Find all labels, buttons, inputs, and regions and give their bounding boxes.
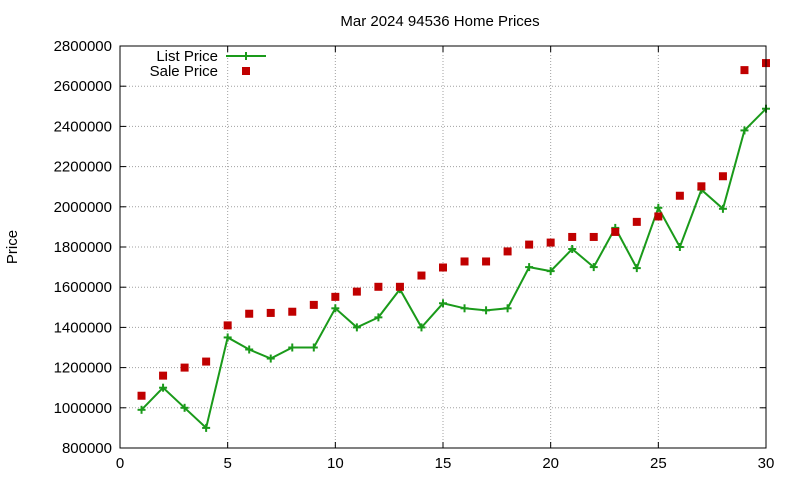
- list-price-point: [202, 423, 211, 432]
- grid-lines: [120, 46, 766, 448]
- sale-price-point: [374, 282, 383, 291]
- list-price-point: [245, 345, 254, 354]
- list-price-point: [546, 267, 555, 276]
- list-price-point: [352, 323, 361, 332]
- list-price-point: [417, 323, 426, 332]
- sale-price-point: [159, 371, 168, 380]
- list-price-point: [288, 343, 297, 352]
- x-tick-label: 20: [542, 455, 559, 472]
- x-tick-label: 15: [435, 455, 452, 472]
- series-group: [137, 59, 770, 432]
- x-tick-label: 25: [650, 455, 667, 472]
- series-list-price: [137, 104, 770, 432]
- legend: List Price Sale Price: [150, 48, 266, 80]
- sale-price-point: [352, 287, 361, 296]
- sale-price-point: [482, 257, 491, 266]
- x-tick-label: 5: [223, 455, 231, 472]
- list-price-point: [589, 263, 598, 272]
- sale-price-point: [202, 357, 211, 366]
- sale-price-point: [654, 212, 663, 221]
- legend-symbol-sale-price: [242, 67, 250, 75]
- sale-price-point: [288, 307, 297, 316]
- list-price-point: [159, 383, 168, 392]
- y-axis-label: Price: [4, 230, 21, 264]
- sale-price-point: [439, 263, 447, 272]
- sale-price-point: [503, 247, 512, 256]
- list-price-point: [374, 313, 383, 322]
- list-price-point: [718, 204, 727, 213]
- list-price-point: [482, 306, 491, 315]
- list-price-point: [568, 245, 577, 254]
- y-tick-label: 1800000: [54, 239, 112, 256]
- list-price-point: [503, 304, 512, 313]
- y-tick-label: 2600000: [54, 78, 112, 95]
- legend-symbol-list-price: [226, 52, 266, 60]
- y-tick-label: 2800000: [54, 38, 112, 55]
- sale-price-point: [266, 308, 275, 317]
- sale-price-point: [309, 300, 318, 309]
- plot-frame: [119, 45, 767, 449]
- list-price-point: [525, 263, 534, 272]
- chart-title: Mar 2024 94536 Home Prices: [340, 13, 539, 30]
- y-tick-label: 800000: [62, 440, 112, 457]
- list-price-point: [331, 304, 340, 313]
- sale-price-point: [697, 182, 706, 191]
- sale-price-point: [245, 309, 254, 318]
- y-tick-label: 1000000: [54, 400, 112, 417]
- legend-label-sale-price: Sale Price: [150, 63, 218, 80]
- list-price-point: [632, 264, 641, 273]
- y-tick-label: 1200000: [54, 360, 112, 377]
- x-tick-label: 0: [116, 455, 124, 472]
- sale-price-point: [525, 240, 534, 249]
- sale-price-point: [611, 227, 620, 236]
- sale-price-point: [223, 321, 232, 330]
- x-tick-label: 30: [758, 455, 775, 472]
- list-price-point: [675, 243, 684, 251]
- sale-price-point: [546, 238, 555, 247]
- sale-price-point: [718, 172, 727, 181]
- sale-price-point: [675, 191, 684, 200]
- sale-price-point: [568, 232, 577, 241]
- y-tick-label: 1400000: [54, 319, 112, 336]
- list-price-point: [137, 405, 146, 414]
- sale-price-point: [417, 271, 426, 280]
- list-price-line: [140, 108, 767, 430]
- y-tick-label: 2000000: [54, 199, 112, 216]
- x-tick-label: 10: [327, 455, 344, 472]
- list-price-point: [309, 343, 318, 352]
- list-price-point: [654, 203, 663, 212]
- list-price-point: [223, 333, 232, 342]
- sale-price-point: [395, 282, 404, 291]
- legend-plus-marker: [242, 52, 250, 60]
- y-tick-label: 1600000: [54, 279, 112, 296]
- list-price-point: [460, 304, 469, 313]
- list-price-point: [740, 126, 749, 135]
- sale-price-point: [180, 363, 189, 372]
- y-tick-label: 2400000: [54, 118, 112, 135]
- y-tick-label: 2200000: [54, 159, 112, 176]
- legend-label-list-price: List Price: [156, 48, 218, 65]
- series-sale-price: [137, 59, 770, 400]
- sale-price-point: [331, 292, 340, 301]
- list-price-point: [180, 403, 189, 412]
- sale-price-point: [460, 257, 469, 266]
- sale-price-point: [137, 391, 146, 400]
- sale-price-point: [632, 217, 641, 226]
- list-price-point: [439, 299, 447, 308]
- sale-price-point: [589, 232, 598, 241]
- legend-square-marker: [242, 67, 250, 75]
- y-axis-ticks: 800000 1000000 1200000 1400000 1600000 180000…: [54, 38, 766, 457]
- list-price-point: [266, 354, 275, 363]
- sale-price-point: [740, 66, 749, 75]
